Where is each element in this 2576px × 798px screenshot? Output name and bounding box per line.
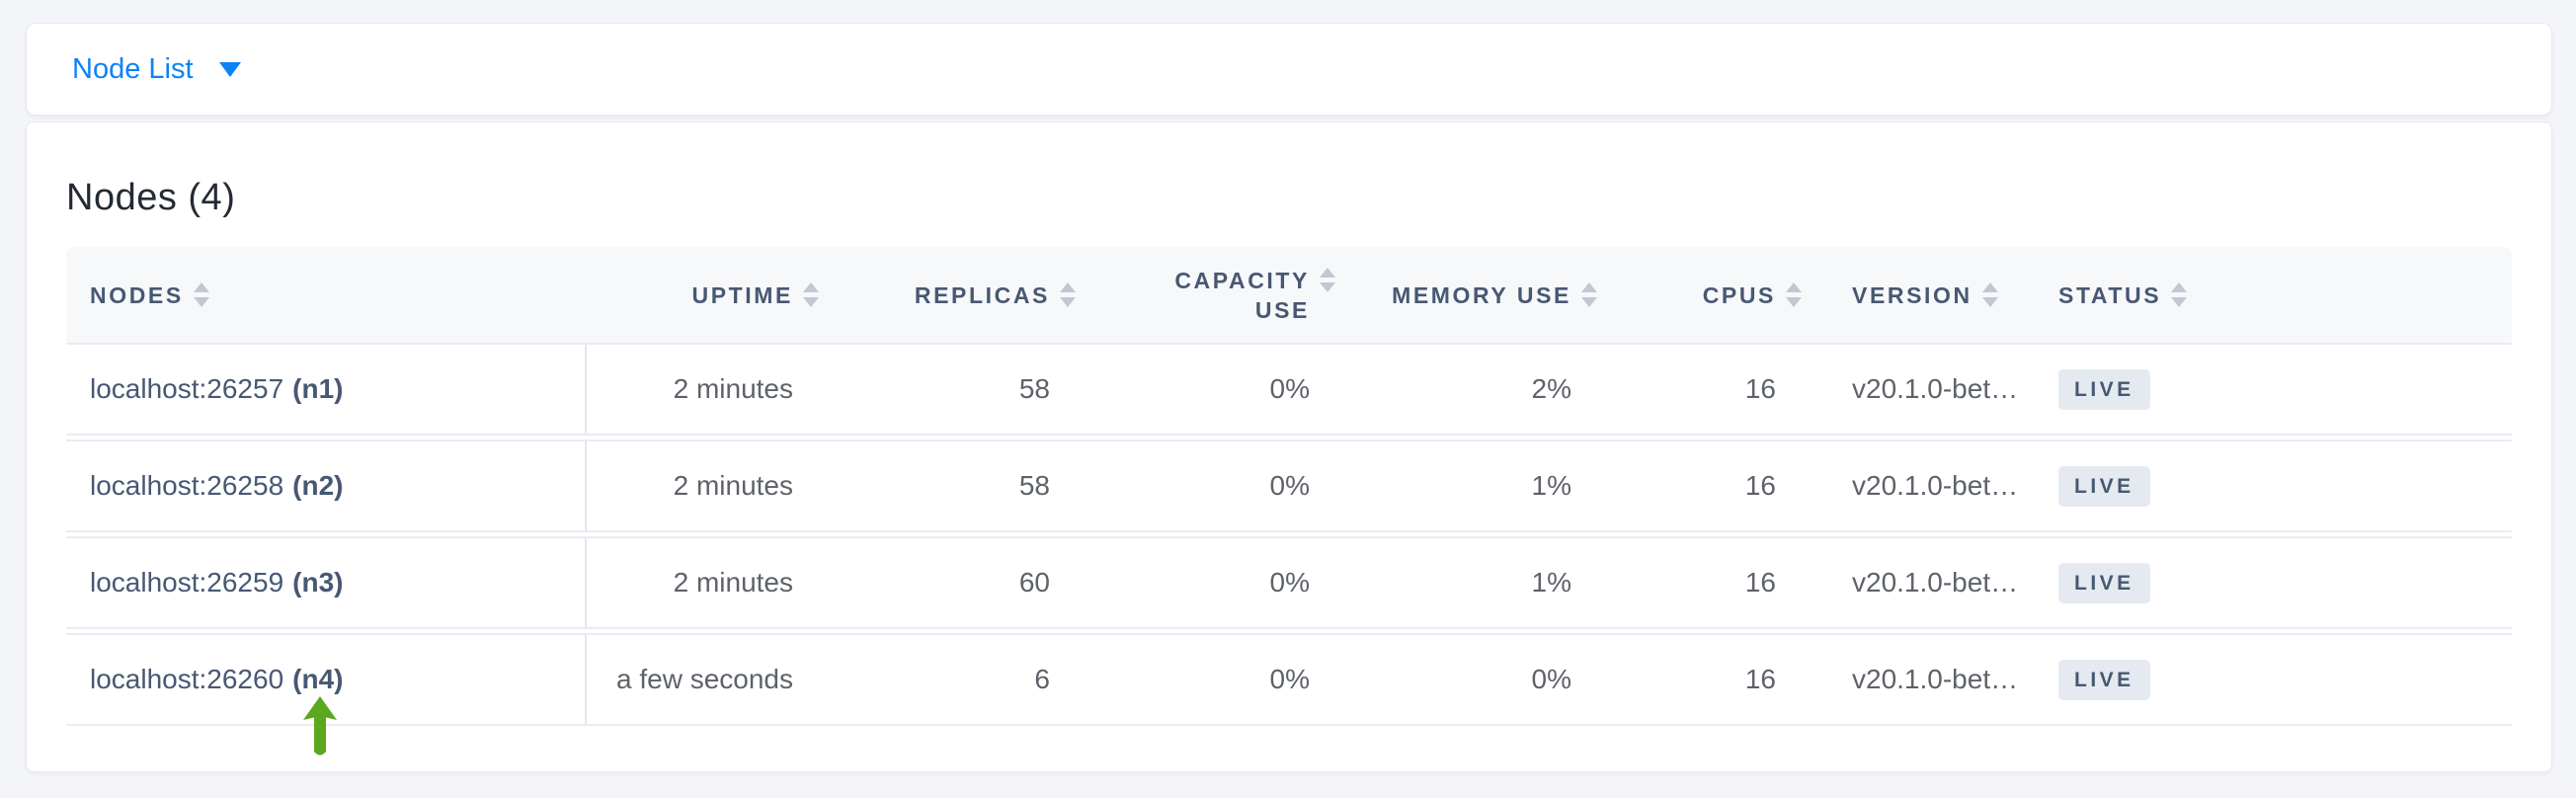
node-list-dropdown[interactable]: Node List [72, 53, 241, 86]
green-arrow-up-icon [303, 696, 337, 756]
column-label: STATUS [2058, 281, 2162, 308]
sort-icon [2171, 282, 2188, 307]
column-header-status[interactable]: STATUS [2020, 247, 2512, 343]
capacity-use-cell: 0% [1269, 373, 1310, 404]
node-id: (n1) [292, 373, 344, 404]
uptime-cell: a few seconds [616, 664, 793, 694]
view-selector-bar: Node List [26, 23, 2552, 116]
column-header-cpus[interactable]: CPUS [1609, 247, 1813, 343]
node-name-cell[interactable]: localhost:26260 (n4) [66, 635, 587, 724]
replicas-cell: 60 [1018, 567, 1050, 598]
uptime-cell: 2 minutes [673, 373, 793, 404]
table-header-row: NODES UPTIME REPLICAS CAPACITY USE MEMOR… [66, 247, 2512, 343]
sort-icon [193, 282, 209, 307]
memory-use-cell: 2% [1531, 373, 1571, 404]
sort-icon [1060, 282, 1076, 307]
column-header-capacity-use[interactable]: CAPACITY USE [1087, 247, 1347, 343]
replicas-cell: 6 [1034, 664, 1050, 694]
node-id: (n2) [292, 470, 344, 501]
table-row: localhost:26257 (n1) 2 minutes 58 0% 2% … [66, 343, 2512, 436]
version-cell: v20.1.0-bet… [1852, 470, 2019, 501]
capacity-use-cell: 0% [1269, 470, 1310, 501]
node-id: (n4) [292, 664, 344, 694]
node-name-cell[interactable]: localhost:26258 (n2) [66, 441, 587, 530]
memory-use-cell: 1% [1531, 470, 1571, 501]
sort-icon [1581, 282, 1597, 307]
table-row: localhost:26258 (n2) 2 minutes 58 0% 1% … [66, 439, 2512, 532]
capacity-use-cell: 0% [1269, 664, 1310, 694]
column-header-uptime[interactable]: UPTIME [587, 247, 831, 343]
capacity-use-cell: 0% [1269, 567, 1310, 598]
status-cell: LIVE [2020, 441, 2512, 530]
sort-icon [803, 282, 819, 307]
column-label: MEMORY USE [1392, 281, 1571, 308]
status-cell: LIVE [2020, 345, 2512, 434]
node-address: localhost:26257 [90, 373, 284, 404]
dropdown-label: Node List [72, 52, 194, 85]
column-label: CPUS [1702, 281, 1776, 308]
sort-icon [1786, 282, 1802, 307]
table-row: localhost:26260 (n4) a few seconds 6 0% … [66, 633, 2512, 726]
column-header-nodes[interactable]: NODES [66, 247, 587, 343]
cpus-cell: 16 [1744, 567, 1776, 598]
memory-use-cell: 0% [1531, 664, 1571, 694]
uptime-cell: 2 minutes [673, 567, 793, 598]
sort-icon [1981, 282, 1998, 307]
memory-use-cell: 1% [1531, 567, 1571, 598]
status-cell: LIVE [2020, 635, 2512, 724]
uptime-cell: 2 minutes [673, 470, 793, 501]
nodes-card: Nodes (4) NODES UPTIME REPLICAS CAPACITY… [26, 121, 2552, 772]
cpus-cell: 16 [1744, 664, 1776, 694]
column-label: UPTIME [691, 281, 793, 308]
node-name-cell[interactable]: localhost:26257 (n1) [66, 345, 587, 434]
live-status-badge: LIVE [2058, 562, 2150, 603]
live-status-badge: LIVE [2058, 368, 2150, 410]
version-cell: v20.1.0-bet… [1852, 567, 2019, 598]
replicas-cell: 58 [1018, 470, 1050, 501]
node-address: localhost:26260 [90, 664, 284, 694]
table-body: localhost:26257 (n1) 2 minutes 58 0% 2% … [66, 343, 2512, 726]
sort-icon [1320, 268, 1335, 292]
chevron-down-icon [218, 61, 241, 77]
table-row: localhost:26259 (n3) 2 minutes 60 0% 1% … [66, 536, 2512, 629]
live-status-badge: LIVE [2058, 659, 2150, 700]
node-id: (n3) [292, 567, 344, 598]
column-label: REPLICAS [914, 281, 1050, 308]
replicas-cell: 58 [1018, 373, 1050, 404]
node-name-cell[interactable]: localhost:26259 (n3) [66, 538, 587, 627]
node-address: localhost:26258 [90, 470, 284, 501]
column-header-version[interactable]: VERSION [1813, 247, 2020, 343]
cpus-cell: 16 [1744, 470, 1776, 501]
column-label: CAPACITY USE [1174, 268, 1310, 323]
column-header-memory-use[interactable]: MEMORY USE [1347, 247, 1609, 343]
column-label: VERSION [1852, 281, 1972, 308]
column-label: NODES [90, 281, 184, 308]
nodes-table: NODES UPTIME REPLICAS CAPACITY USE MEMOR… [66, 247, 2512, 726]
page-title: Nodes (4) [66, 177, 236, 218]
version-cell: v20.1.0-bet… [1852, 373, 2019, 404]
cpus-cell: 16 [1744, 373, 1776, 404]
live-status-badge: LIVE [2058, 465, 2150, 507]
version-cell: v20.1.0-bet… [1852, 664, 2019, 694]
node-address: localhost:26259 [90, 567, 284, 598]
column-header-replicas[interactable]: REPLICAS [831, 247, 1087, 343]
status-cell: LIVE [2020, 538, 2512, 627]
